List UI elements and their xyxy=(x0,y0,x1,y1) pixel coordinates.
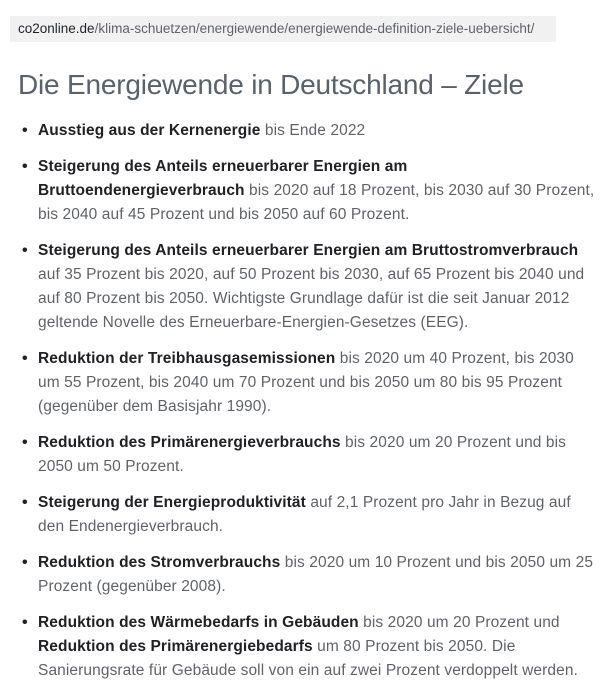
goal-item-bold-text: Reduktion des Wärmebedarfs in Gebäuden xyxy=(38,614,359,631)
goal-item-text: bis Ende 2022 xyxy=(260,122,366,139)
goal-item-bold-text: Steigerung des Anteils erneuerbarer Ener… xyxy=(38,242,579,259)
goals-list: Ausstieg aus der Kernenergie bis Ende 20… xyxy=(0,119,614,683)
goal-item-bold-text: Reduktion der Treibhausgasemissionen xyxy=(38,350,336,367)
goal-item-bold-text: Reduktion des Stromverbrauchs xyxy=(38,554,281,571)
goal-item: Reduktion des Primärenergieverbrauchs bi… xyxy=(22,431,596,479)
url-bar[interactable]: co2online.de/klima-schuetzen/energiewend… xyxy=(10,16,557,42)
goal-item-bold-text: Steigerung der Energieproduktivität xyxy=(38,494,306,511)
page-title: Die Energiewende in Deutschland – Ziele xyxy=(18,69,524,100)
goal-item: Ausstieg aus der Kernenergie bis Ende 20… xyxy=(22,119,596,143)
url-domain: co2online.de xyxy=(18,21,95,36)
goal-item-text: bis 2020 um 40 Prozent, bis 2030 um 55 P… xyxy=(38,350,574,415)
goal-item-bold-text: Reduktion des Primärenergiebedarfs xyxy=(38,638,313,655)
goal-item: Reduktion des Wärmebedarfs in Gebäuden b… xyxy=(22,611,596,683)
goal-item-text: auf 2,1 Prozent pro Jahr in Bezug auf de… xyxy=(38,494,571,535)
goal-item: Steigerung des Anteils erneuerbarer Ener… xyxy=(22,155,596,227)
goal-item-bold-text: Ausstieg aus der Kernenergie xyxy=(38,122,261,139)
goal-item-bold-text: Steigerung des Anteils erneuerbarer Ener… xyxy=(38,158,408,199)
goal-item-text: auf 35 Prozent bis 2020, auf 50 Prozent … xyxy=(38,266,585,331)
goal-item-text: bis 2020 um 20 Prozent und bis 2050 um 5… xyxy=(38,434,567,475)
goal-item: Reduktion des Stromverbrauchs bis 2020 u… xyxy=(22,551,596,599)
url-path: /klima-schuetzen/energiewende/energiewen… xyxy=(94,21,535,36)
goal-item-text: bis 2020 auf 18 Prozent, bis 2030 auf 30… xyxy=(38,182,595,223)
goal-item-text: bis 2020 um 10 Prozent und bis 2050 um 2… xyxy=(38,554,594,595)
goal-item: Reduktion der Treibhausgasemissionen bis… xyxy=(22,347,596,419)
goal-item-bold-text: Reduktion des Primärenergieverbrauchs xyxy=(38,434,341,451)
goal-item: Steigerung der Energieproduktivität auf … xyxy=(22,491,596,539)
goal-item: Steigerung des Anteils erneuerbarer Ener… xyxy=(22,239,596,335)
goal-item-text: bis 2020 um 20 Prozent und xyxy=(358,614,560,631)
